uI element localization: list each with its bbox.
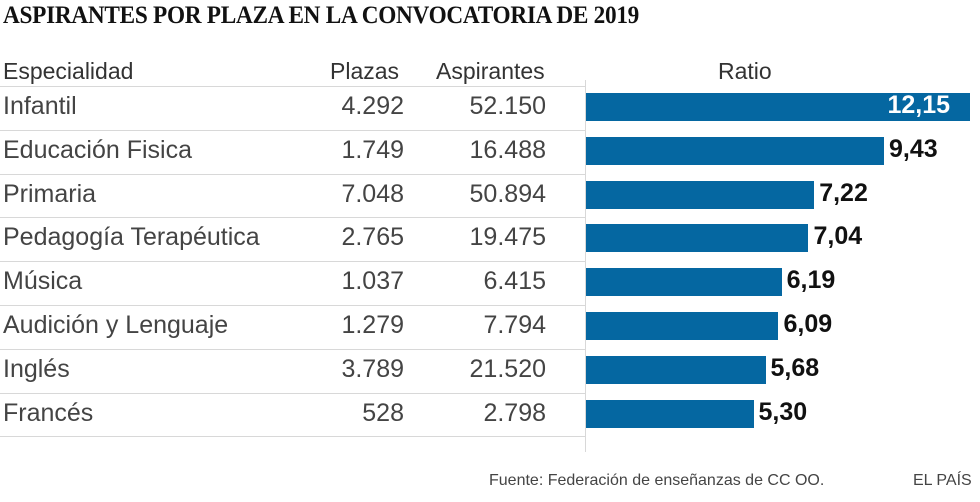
table-row: Inglés 3.789 21.520: [0, 348, 586, 393]
plazas-cell: 4.292: [341, 92, 404, 120]
axis-line: [585, 80, 586, 452]
category-cell: Pedagogía Terapéutica: [3, 223, 260, 252]
table-row: Primaria 7.048 50.894: [0, 173, 586, 218]
category-cell: Educación Fisica: [3, 135, 192, 164]
table-row: Audición y Lenguaje 1.279 7.794: [0, 305, 586, 349]
category-cell: Audición y Lenguaje: [3, 311, 229, 339]
aspirantes-cell: 6.415: [483, 267, 546, 296]
plazas-cell: 7.048: [341, 179, 404, 208]
table-row: Francés 528 2.798: [0, 392, 586, 437]
value-label: 7,22: [819, 178, 868, 207]
bar: [586, 180, 815, 209]
brand-logo: EL PAÍS: [913, 472, 972, 489]
plazas-cell: 2.765: [341, 223, 404, 252]
table-bottom-rule: [0, 436, 586, 438]
table-row: Pedagogía Terapéutica 2.765 19.475: [0, 217, 586, 261]
category-cell: Francés: [3, 398, 94, 427]
aspirantes-cell: 19.475: [469, 223, 546, 252]
plazas-cell: 528: [362, 398, 404, 427]
table-row: Música 1.037 6.415: [0, 261, 586, 305]
bar: [586, 312, 779, 340]
bar: [586, 224, 809, 253]
category-cell: Música: [3, 267, 83, 296]
category-cell: Inglés: [3, 354, 70, 383]
category-cell: Primaria: [3, 179, 97, 208]
category-cell: Infantil: [3, 92, 77, 120]
source-note: Fuente: Federación de enseñanzas de CC O…: [489, 472, 825, 489]
aspirantes-cell: 52.150: [469, 92, 546, 120]
bar: [586, 268, 782, 297]
value-label: 9,43: [889, 134, 938, 163]
chart-title: ASPIRANTES POR PLAZA EN LA CONVOCATORIA …: [3, 2, 640, 29]
value-label: 12,15: [887, 91, 950, 119]
aspirantes-cell: 16.488: [469, 135, 546, 164]
value-label: 6,19: [786, 266, 836, 295]
header-ratio: Ratio: [718, 58, 772, 84]
header-especialidad: Especialidad: [3, 58, 134, 84]
plazas-cell: 1.749: [341, 135, 404, 164]
aspirantes-cell: 2.798: [483, 398, 546, 427]
header-aspirantes: Aspirantes: [436, 58, 545, 84]
header-plazas: Plazas: [330, 58, 400, 84]
table-row: Educación Fisica 1.749 16.488: [0, 129, 586, 174]
aspirantes-cell: 21.520: [469, 354, 546, 383]
value-label: 5,68: [770, 353, 820, 382]
value-label: 5,30: [758, 397, 808, 426]
plazas-cell: 1.037: [341, 267, 404, 296]
bar: [586, 355, 766, 384]
bar: [586, 93, 970, 121]
table-row: Infantil 4.292 52.150: [0, 86, 586, 130]
value-label: 6,09: [783, 310, 833, 338]
value-label: 7,04: [813, 222, 863, 251]
bar: [586, 399, 754, 428]
plazas-cell: 3.789: [341, 354, 404, 383]
aspirantes-cell: 7.794: [483, 311, 546, 339]
bar: [586, 136, 885, 165]
plazas-cell: 1.279: [341, 311, 404, 339]
aspirantes-cell: 50.894: [469, 179, 546, 208]
